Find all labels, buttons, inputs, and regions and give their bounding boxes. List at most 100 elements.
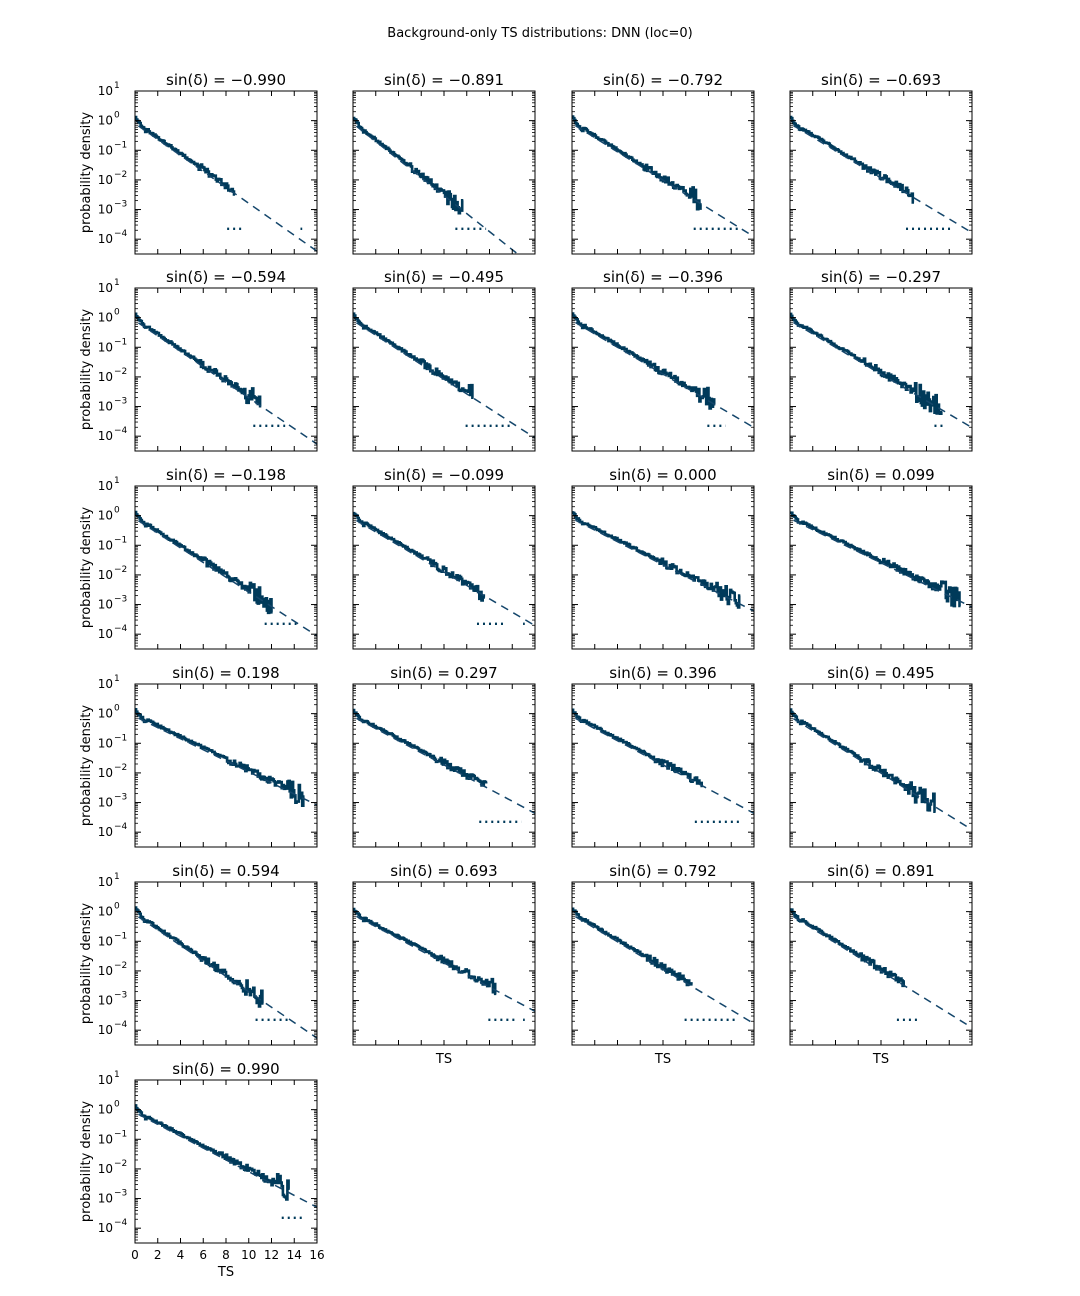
fit-line bbox=[356, 717, 535, 814]
axes-frame bbox=[134, 90, 318, 255]
panel-title: sin(δ) = 0.297 bbox=[390, 664, 497, 682]
y-tick-exponent: −2 bbox=[114, 170, 127, 180]
y-tick-exponent: −4 bbox=[114, 1218, 128, 1228]
histogram bbox=[790, 312, 972, 429]
histogram-step-line bbox=[572, 511, 741, 609]
y-tick-label: 10 bbox=[98, 994, 113, 1008]
histogram bbox=[572, 312, 754, 429]
fit-line bbox=[137, 322, 317, 445]
fit-line bbox=[793, 915, 972, 1029]
y-tick-label: 10 bbox=[98, 1073, 113, 1087]
fit-line bbox=[575, 717, 754, 814]
histogram bbox=[135, 312, 317, 445]
panel-title: sin(δ) = −0.891 bbox=[384, 71, 504, 89]
fit-line bbox=[138, 717, 317, 806]
histogram bbox=[572, 907, 754, 1025]
y-tick-exponent: −1 bbox=[114, 1129, 127, 1139]
y-tick-label: 10 bbox=[98, 143, 113, 157]
y-tick-label: 10 bbox=[98, 509, 113, 523]
y-tick-label: 10 bbox=[98, 677, 113, 691]
fit-line bbox=[793, 519, 972, 608]
y-tick-label: 10 bbox=[98, 203, 113, 217]
y-tick-exponent: 1 bbox=[114, 674, 120, 684]
histogram-step-line bbox=[572, 312, 716, 410]
y-tick-label: 10 bbox=[98, 479, 113, 493]
panel: sin(δ) = 0.396 bbox=[571, 664, 755, 848]
axes-frame bbox=[571, 90, 755, 255]
y-tick-exponent: 1 bbox=[114, 278, 120, 288]
histogram bbox=[353, 907, 535, 1022]
y-tick-label: 10 bbox=[98, 84, 113, 98]
panel-title: sin(δ) = −0.099 bbox=[384, 466, 504, 484]
histogram-step-line bbox=[135, 906, 264, 1008]
y-axis-label: probability density bbox=[79, 705, 94, 826]
histogram bbox=[790, 908, 972, 1029]
histogram-step-line bbox=[353, 511, 486, 602]
panel-title: sin(δ) = −0.297 bbox=[821, 268, 941, 286]
histogram bbox=[353, 708, 535, 824]
y-tick-exponent: 1 bbox=[114, 81, 120, 91]
y-tick-exponent: −1 bbox=[114, 140, 127, 150]
x-tick-label: 4 bbox=[177, 1248, 185, 1262]
fit-line bbox=[355, 125, 519, 254]
fit-line bbox=[793, 717, 972, 831]
histogram bbox=[135, 510, 317, 637]
x-tick-label: 0 bbox=[131, 1248, 139, 1262]
y-tick-exponent: −1 bbox=[114, 733, 127, 743]
y-tick-exponent: 0 bbox=[114, 506, 120, 516]
panel-title: sin(δ) = −0.495 bbox=[384, 268, 504, 286]
panel: sin(δ) = 0.495 bbox=[789, 664, 973, 848]
fit-line bbox=[575, 915, 754, 1025]
panel-title: sin(δ) = 0.396 bbox=[609, 664, 716, 682]
histogram-step-line bbox=[572, 907, 693, 987]
y-tick-exponent: −4 bbox=[114, 1020, 128, 1030]
x-axis-label: TS bbox=[872, 1052, 889, 1067]
panel: sin(δ) = 0.000 bbox=[571, 466, 755, 650]
axes-frame bbox=[134, 683, 318, 848]
panel: sin(δ) = 0.099 bbox=[789, 466, 973, 650]
panel-title: sin(δ) = 0.594 bbox=[172, 862, 279, 880]
y-tick-exponent: −4 bbox=[114, 229, 128, 239]
panel: sin(δ) = −0.297 bbox=[789, 268, 973, 452]
panel-title: sin(δ) = 0.792 bbox=[609, 862, 716, 880]
y-tick-label: 10 bbox=[98, 400, 113, 414]
histogram-step-line bbox=[135, 1104, 290, 1201]
y-tick-label: 10 bbox=[98, 340, 113, 354]
panel: sin(δ) = 0.297 bbox=[352, 664, 536, 848]
y-tick-exponent: −3 bbox=[114, 991, 127, 1001]
panel: sin(δ) = 0.693 TS bbox=[352, 862, 536, 1067]
panel: sin(δ) = −0.495 bbox=[352, 268, 536, 452]
y-tick-label: 10 bbox=[98, 1132, 113, 1146]
histogram bbox=[135, 1104, 317, 1220]
histogram-step-line bbox=[572, 115, 702, 211]
y-tick-exponent: 1 bbox=[114, 872, 120, 882]
histogram bbox=[135, 906, 317, 1039]
y-tick-label: 10 bbox=[98, 707, 113, 721]
panel: sin(δ) = 0.891 TS bbox=[789, 862, 973, 1067]
histogram-step-line bbox=[353, 708, 488, 787]
histogram-step-line bbox=[135, 115, 236, 196]
panel-title: sin(δ) = −0.792 bbox=[603, 71, 723, 89]
panel: sin(δ) = −0.693 bbox=[789, 71, 973, 255]
x-axis-label: TS bbox=[217, 1265, 234, 1280]
y-tick-exponent: −2 bbox=[114, 1159, 127, 1169]
y-tick-exponent: −1 bbox=[114, 931, 127, 941]
y-tick-label: 10 bbox=[98, 1162, 113, 1176]
fit-line bbox=[575, 124, 754, 238]
x-tick-label: 8 bbox=[222, 1248, 230, 1262]
x-tick-label: 2 bbox=[154, 1248, 162, 1262]
histogram bbox=[353, 312, 535, 439]
y-tick-exponent: 0 bbox=[114, 111, 120, 121]
panel-title: sin(δ) = 0.990 bbox=[172, 1060, 279, 1078]
panel-title: sin(δ) = 0.495 bbox=[827, 664, 934, 682]
y-tick-exponent: 0 bbox=[114, 704, 120, 714]
histogram-step-line bbox=[353, 907, 497, 996]
axes-frame bbox=[789, 485, 973, 650]
fit-line bbox=[138, 520, 317, 637]
histogram bbox=[790, 708, 972, 831]
panel-title: sin(δ) = 0.693 bbox=[390, 862, 497, 880]
